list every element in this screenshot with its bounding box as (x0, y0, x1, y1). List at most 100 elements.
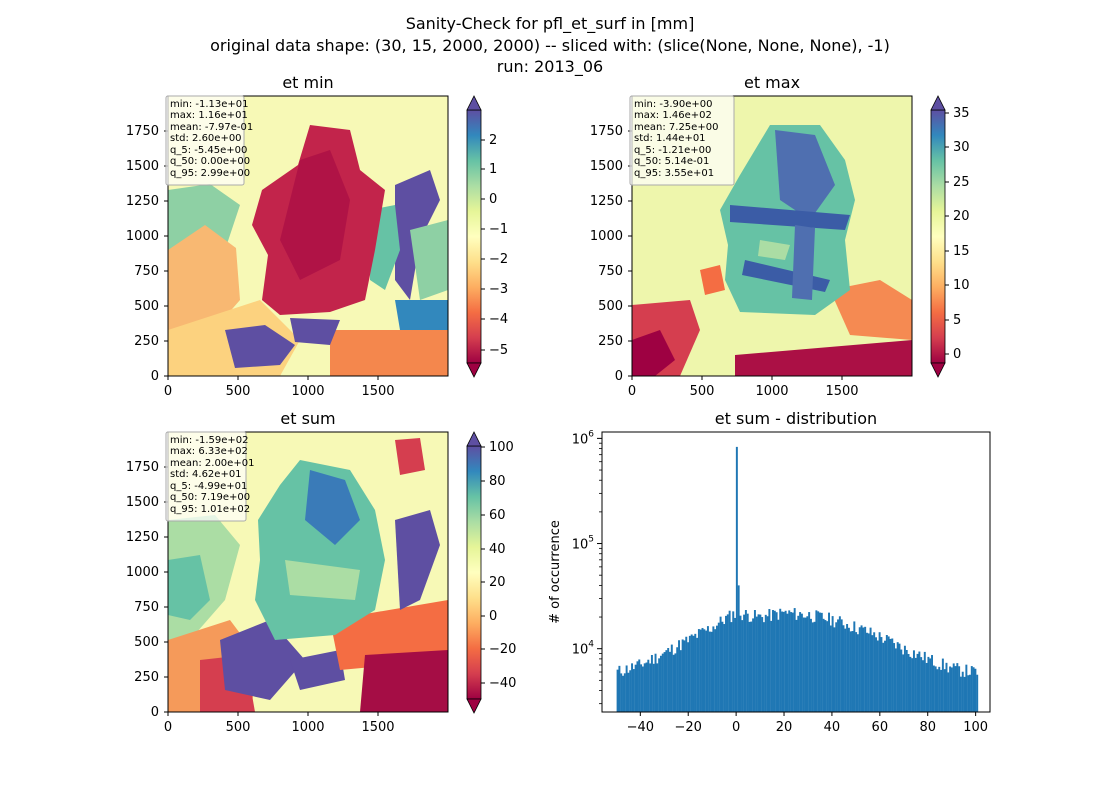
histogram-bar (645, 662, 648, 712)
colorbar: 2 1 0 −1 −2 −3 −4 −5 (466, 95, 508, 378)
panel-et-max: et max 0 250 500 750 1000 1250 1500 1750 (590, 73, 970, 399)
histogram-bar (667, 648, 670, 712)
histogram-bar (911, 658, 914, 712)
colorbar-tick-label: 100 (489, 440, 514, 455)
histogram-bar (777, 619, 780, 712)
colorbar-tick-label: 5 (953, 313, 961, 328)
y-tick-label: 1000 (126, 229, 159, 244)
histogram-bar (882, 642, 885, 712)
x-tick-label: 500 (226, 720, 251, 735)
histogram-bar (867, 633, 870, 712)
histogram-bar (616, 669, 619, 712)
y-tick-label: 500 (598, 299, 623, 314)
histogram-bar (970, 666, 973, 712)
histogram-bar (914, 657, 917, 712)
histogram-bar (750, 621, 753, 712)
histogram-bar (965, 664, 968, 712)
histogram-bar (828, 612, 830, 712)
histogram-bar (716, 625, 718, 712)
histogram-bar (647, 659, 650, 712)
y-tick-label: 1500 (126, 159, 159, 174)
histogram-bar (719, 616, 722, 712)
histogram-bar (941, 658, 944, 712)
histogram-bar (974, 668, 977, 712)
histogram-bar (806, 616, 809, 712)
histogram-bar (728, 610, 731, 712)
y-tick-label: 0 (151, 705, 159, 720)
histogram-bar (752, 618, 755, 712)
y-tick-label: 1500 (590, 159, 623, 174)
histogram-bar (623, 673, 626, 712)
histogram-bar (932, 665, 935, 712)
histogram-bar (641, 666, 644, 712)
stats-line: q_50: 0.00e+00 (170, 156, 250, 167)
histogram-bar (809, 618, 812, 712)
histogram-bar (822, 618, 825, 712)
histogram-bar (708, 631, 711, 712)
histogram-bar (649, 663, 652, 712)
colorbar-tick-label: 60 (489, 508, 506, 523)
y-tick-label: 750 (598, 264, 623, 279)
histogram-bar (961, 671, 964, 712)
stats-box: min: -1.59e+02 max: 6.33e+02 mean: 2.00e… (165, 431, 254, 522)
figure-title-line-2: original data shape: (30, 15, 2000, 2000… (210, 36, 890, 55)
histogram-bar (972, 667, 975, 712)
colorbar-tick-label: 0 (489, 609, 497, 624)
histogram-bar (956, 663, 959, 712)
heatmap-image (168, 96, 448, 376)
histogram-bar (687, 642, 690, 712)
histogram-bar (631, 663, 634, 712)
histogram-bar (688, 635, 691, 712)
stats-line: max: 1.16e+01 (170, 110, 248, 121)
histogram-bar (632, 669, 635, 712)
histogram-bar (815, 610, 818, 712)
x-ticks: 0 500 1000 1500 (164, 384, 395, 399)
stats-line: mean: 2.00e+01 (170, 458, 254, 469)
histogram-bar (894, 648, 897, 712)
histogram-bar (819, 612, 821, 712)
histogram-bar (755, 616, 758, 712)
histogram-bar (851, 631, 854, 712)
histogram-bar (936, 669, 939, 712)
histogram-bar (889, 638, 892, 712)
x-tick-label: 1500 (361, 384, 394, 399)
colorbar: 100 80 60 40 20 0 −20 −40 (466, 431, 516, 714)
histogram-bar (931, 655, 933, 712)
histogram-bar (959, 676, 962, 712)
histogram-bar (829, 625, 832, 712)
histogram-bar (650, 655, 653, 712)
histogram-bar (853, 621, 856, 712)
y-ticks: 0 250 500 750 1000 1250 1500 1750 (126, 124, 159, 384)
histogram-bar (744, 610, 747, 712)
x-tick-label: 0 (628, 384, 636, 399)
colorbar-tick-label: −5 (489, 343, 508, 358)
histogram-bar (658, 658, 661, 712)
colorbar-tick-label: 20 (489, 575, 506, 590)
stats-line: q_50: 5.14e-01 (634, 156, 709, 167)
x-tick-label: 40 (824, 720, 841, 735)
histogram-bar (721, 621, 724, 712)
histogram-bar (766, 616, 769, 712)
histogram-bar (683, 640, 686, 712)
histogram-bar (950, 667, 953, 712)
histogram-bar (772, 610, 774, 712)
stats-box: min: -3.90e+00 max: 1.46e+02 mean: 7.25e… (629, 95, 735, 186)
histogram-bar (786, 613, 789, 712)
histogram-bar (817, 611, 820, 712)
stats-line: min: -1.13e+01 (170, 99, 249, 110)
histogram-bar (927, 656, 930, 712)
histogram-bar (797, 615, 800, 712)
colorbar-tick-label: 35 (953, 106, 970, 121)
stats-line: max: 1.46e+02 (634, 110, 712, 121)
histogram-bar (761, 617, 764, 712)
histogram-bar (678, 640, 681, 712)
panel-et-sum: et sum 0 250 500 750 1000 1250 1500 (126, 409, 517, 735)
x-ticks: 0 500 1000 1500 (628, 384, 859, 399)
stats-box: min: -1.13e+01 max: 1.16e+01 mean: -7.97… (165, 95, 253, 186)
colorbar-tick-label: 40 (489, 542, 506, 557)
histogram-bar (625, 665, 628, 712)
histogram-bar (856, 634, 859, 712)
histogram-bar (743, 614, 746, 712)
figure-title-line-3: run: 2013_06 (497, 57, 603, 77)
